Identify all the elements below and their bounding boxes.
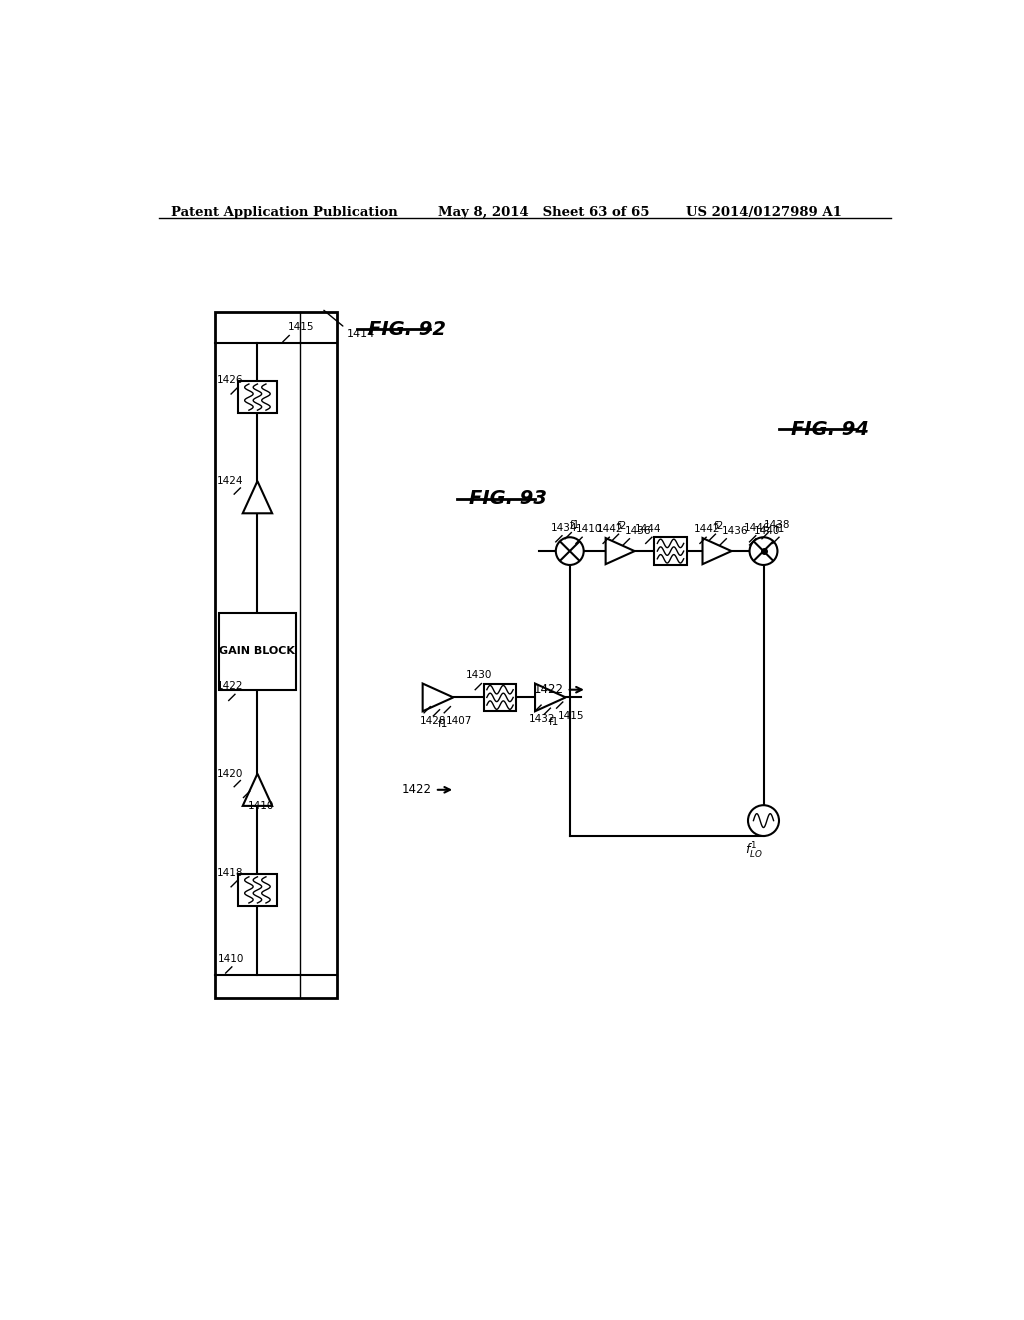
Text: 1442: 1442 — [597, 524, 624, 535]
Bar — [654, 537, 687, 565]
Text: 1426: 1426 — [216, 375, 243, 385]
Text: 1418: 1418 — [216, 867, 243, 878]
Bar — [219, 612, 296, 689]
Text: f1: f1 — [569, 520, 581, 529]
Text: f1: f1 — [438, 719, 449, 729]
Circle shape — [556, 537, 584, 565]
Text: 1442: 1442 — [693, 524, 720, 535]
Text: 1446: 1446 — [743, 523, 770, 533]
Text: FIG. 94: FIG. 94 — [791, 420, 868, 440]
Bar — [483, 684, 516, 711]
Text: 1424: 1424 — [216, 477, 243, 487]
Circle shape — [748, 805, 779, 836]
Text: 1414: 1414 — [346, 330, 375, 339]
Polygon shape — [702, 539, 731, 564]
Text: 1415: 1415 — [288, 322, 314, 333]
Text: 1410: 1410 — [218, 954, 245, 964]
Bar — [215, 313, 337, 998]
Text: Patent Application Publication: Patent Application Publication — [171, 206, 397, 219]
Text: 1420: 1420 — [216, 770, 243, 779]
Polygon shape — [423, 684, 454, 711]
Text: 1415: 1415 — [558, 711, 585, 721]
Circle shape — [750, 537, 777, 565]
Polygon shape — [535, 684, 565, 711]
Polygon shape — [243, 480, 272, 513]
Text: May 8, 2014   Sheet 63 of 65: May 8, 2014 Sheet 63 of 65 — [438, 206, 649, 219]
Text: FIG. 93: FIG. 93 — [469, 490, 547, 508]
Text: GAIN BLOCK: GAIN BLOCK — [219, 647, 295, 656]
Text: 1436: 1436 — [625, 525, 651, 536]
Text: f1: f1 — [774, 524, 784, 535]
Text: f1: f1 — [549, 718, 559, 727]
Text: 1440: 1440 — [755, 525, 780, 536]
Polygon shape — [243, 774, 272, 807]
Text: 1407: 1407 — [445, 715, 472, 726]
Text: 1428: 1428 — [420, 715, 445, 726]
Bar — [238, 381, 276, 413]
Bar — [238, 874, 276, 906]
Text: US 2014/0127989 A1: US 2014/0127989 A1 — [686, 206, 842, 219]
Text: 1410: 1410 — [575, 524, 602, 535]
Text: f2: f2 — [714, 521, 724, 531]
Text: 1410: 1410 — [248, 800, 274, 810]
Polygon shape — [605, 539, 635, 564]
Text: 1422: 1422 — [401, 783, 432, 796]
Text: 1436: 1436 — [722, 525, 749, 536]
Text: FIG. 92: FIG. 92 — [369, 321, 446, 339]
Text: 1432: 1432 — [528, 714, 555, 725]
Text: 1422: 1422 — [534, 684, 563, 696]
Text: 1422: 1422 — [216, 681, 243, 692]
Text: 1438: 1438 — [764, 520, 790, 529]
Text: 1434: 1434 — [551, 523, 578, 533]
Text: f2: f2 — [617, 521, 628, 531]
Text: 1444: 1444 — [635, 524, 662, 535]
Text: $f_{LO}^{1}$: $f_{LO}^{1}$ — [745, 841, 763, 861]
Text: 1430: 1430 — [466, 671, 493, 681]
